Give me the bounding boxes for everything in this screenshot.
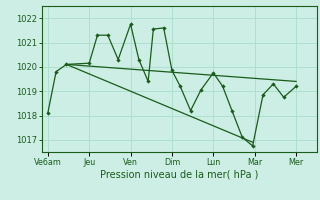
X-axis label: Pression niveau de la mer( hPa ): Pression niveau de la mer( hPa ) <box>100 169 258 179</box>
